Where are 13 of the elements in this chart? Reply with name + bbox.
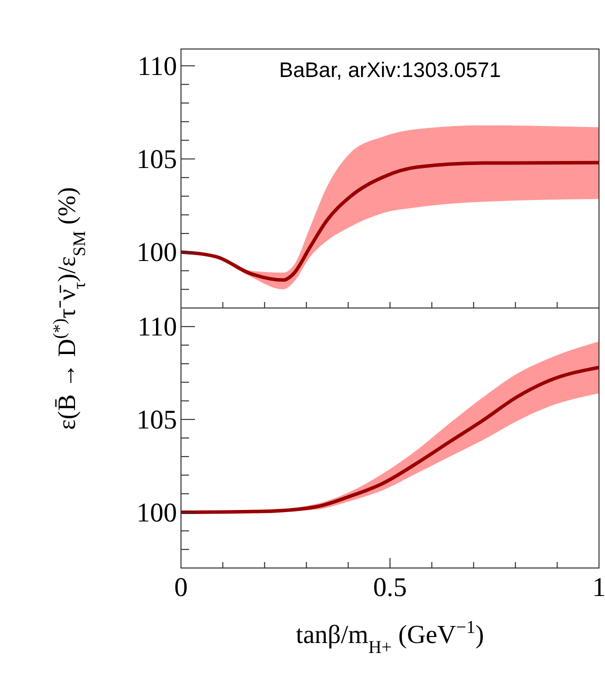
x-axis-title: tanβ/m$_{H+}$ (GeV$^{−1}$) — [296, 617, 484, 657]
x-tick-label: 0.5 — [373, 572, 407, 602]
y-tick-label: 110 — [138, 50, 177, 81]
line-series — [181, 366, 599, 514]
x-tick-label: 0 — [174, 572, 188, 602]
line-series — [181, 160, 599, 282]
annotation: BaBar, arXiv:1303.0571 — [279, 59, 501, 82]
y-tick-label: 110 — [138, 312, 177, 342]
x-tick-label: 1 — [592, 572, 605, 602]
y-tick-label: 105 — [136, 144, 177, 174]
y-tick-label: 100 — [136, 497, 177, 528]
y-tick-label: 105 — [136, 404, 177, 434]
y-tick-label: 100 — [136, 237, 177, 268]
